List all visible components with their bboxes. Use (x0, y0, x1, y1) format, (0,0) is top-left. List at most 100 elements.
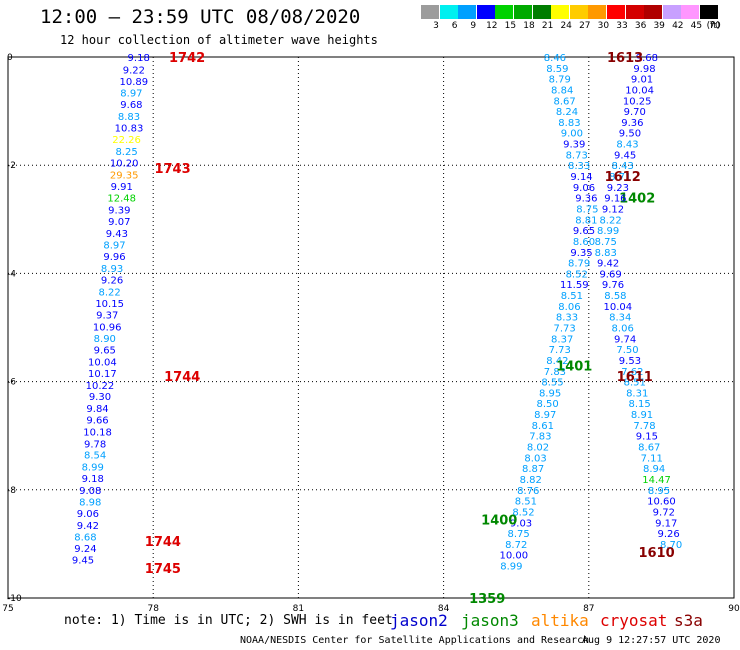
color-swatch (476, 5, 495, 19)
wave-height-value: 8.99 (82, 463, 104, 474)
wave-height-value: 8.43 (616, 140, 638, 151)
wave-height-value: 9.24 (74, 544, 96, 555)
color-swatch (607, 5, 625, 19)
x-tick-label: 90 (728, 604, 740, 614)
wave-height-value: 8.75 (507, 529, 529, 540)
wave-height-value: 8.22 (599, 215, 621, 226)
color-swatch (588, 5, 607, 19)
wave-height-value: 9.12 (602, 204, 624, 215)
wave-height-value: 7.73 (553, 324, 575, 335)
wave-height-value: 8.87 (522, 464, 544, 475)
wave-height-value: 9.06 (77, 509, 99, 520)
wave-height-value: 10.20 (110, 158, 139, 169)
wave-height-value: 8.54 (84, 451, 106, 462)
wave-height-value: 8.75 (576, 204, 598, 215)
x-tick-label: 84 (438, 604, 450, 614)
wave-height-value: 9.06 (573, 183, 595, 194)
wave-height-value: 8.83 (558, 118, 580, 129)
wave-height-value: 9.30 (89, 392, 111, 403)
pass-time-label: 1610 (638, 546, 674, 561)
wave-height-value: 10.83 (115, 123, 144, 134)
wave-height-value: 9.07 (108, 217, 130, 228)
wave-height-value: 8.83 (595, 248, 617, 259)
wave-height-value: 9.69 (599, 269, 621, 280)
wave-height-value: 7.83 (529, 432, 551, 443)
wave-height-value: 9.50 (619, 129, 641, 140)
wave-height-value: 8.34 (609, 313, 631, 324)
wave-height-value: 9.35 (570, 248, 592, 259)
wave-height-value: 8.58 (604, 291, 626, 302)
color-swatch-label: 6 (451, 21, 458, 31)
wave-height-value: 8.51 (515, 497, 537, 508)
wave-height-value: 9.91 (111, 182, 133, 193)
wave-height-value: 9.72 (653, 507, 675, 518)
wave-height-value: 11.59 (560, 280, 589, 291)
color-swatch (625, 5, 644, 19)
credit-line: NOAA/NESDIS Center for Satellite Applica… (240, 635, 590, 646)
wave-height-value: 8.25 (115, 147, 137, 158)
color-scale-legend: 3 6 9 12 15 18 21 24 27 30 33 36 39 42 45 70 (ft) (421, 5, 729, 33)
x-tick-label: 75 (2, 604, 13, 614)
pass-time-label: 1612 (605, 170, 641, 185)
wave-height-value: 12.48 (107, 194, 136, 205)
wave-height-value: 9.42 (77, 521, 99, 532)
pass-time-label: 1743 (154, 162, 190, 177)
wave-height-value: 8.42 (546, 356, 568, 367)
wave-height-value: 8.15 (628, 399, 650, 410)
wave-height-value: 9.37 (96, 311, 118, 322)
color-swatch-label: 12 (486, 21, 498, 31)
wave-height-value: 9.15 (636, 432, 658, 443)
wave-height-value: 9.65 (94, 346, 116, 357)
wave-height-value: 8.59 (546, 64, 568, 75)
wave-height-value: 8.94 (643, 464, 665, 475)
wave-height-value: 9.42 (597, 259, 619, 270)
wave-height-value: 8.61 (532, 421, 554, 432)
color-swatch-label: 33 (616, 21, 628, 31)
wave-height-value: 9.78 (84, 439, 106, 450)
wave-height-value: 9.45 (72, 556, 94, 567)
color-swatch-label: 18 (523, 21, 535, 31)
wave-height-value: 8.93 (101, 264, 123, 275)
color-swatch-label: 27 (579, 21, 591, 31)
wave-height-value: 8.03 (524, 453, 546, 464)
color-swatch (532, 5, 551, 19)
x-tick-label: 87 (583, 604, 594, 614)
wave-height-value: 8.73 (566, 150, 588, 161)
legend-jason2: jason2 (390, 611, 448, 630)
wave-height-value: 8.83 (118, 112, 140, 123)
wave-height-value: 8.67 (638, 443, 660, 454)
y-tick-label: -10 (7, 594, 22, 604)
legend-altika: altika (531, 611, 589, 630)
wave-height-value: 7.11 (641, 453, 663, 464)
wave-height-value: 10.25 (623, 96, 652, 107)
wave-height-value: 8.46 (544, 53, 566, 64)
wave-height-value: 7.73 (549, 345, 571, 356)
wave-height-value: 8.24 (556, 107, 578, 118)
pass-time-label: 1401 (556, 359, 592, 374)
color-swatch-label: 21 (541, 21, 554, 31)
wave-height-value: 8.97 (534, 410, 556, 421)
color-swatch (681, 5, 700, 19)
wave-height-value: 9.26 (658, 529, 680, 540)
wave-height-value: 22.26 (112, 135, 141, 146)
wave-height-value: 8.76 (517, 486, 539, 497)
pass-time-label: 1742 (169, 51, 205, 66)
pass-time-label: 1744 (145, 535, 181, 550)
wave-height-value: 8.02 (527, 443, 549, 454)
wave-height-value: 10.22 (86, 381, 115, 392)
color-swatch-label: 45 (690, 21, 703, 31)
chart-subtitle: 12 hour collection of altimeter wave hei… (60, 33, 378, 47)
pass-time-label: 1402 (619, 192, 655, 207)
wave-height-value: 9.53 (619, 356, 641, 367)
y-tick-label: -8 (7, 486, 16, 496)
wave-height-value: 8.91 (631, 410, 653, 421)
wave-height-value: 8.55 (541, 378, 563, 389)
wave-height-value: 9.18 (82, 474, 104, 485)
wave-height-value: 8.81 (575, 215, 597, 226)
color-swatch-label: 30 (597, 21, 610, 31)
wave-height-value: 9.74 (614, 334, 636, 345)
color-swatch-label: 36 (634, 21, 647, 31)
color-swatch (514, 5, 532, 19)
pass-time-label: 1400 (481, 514, 517, 529)
